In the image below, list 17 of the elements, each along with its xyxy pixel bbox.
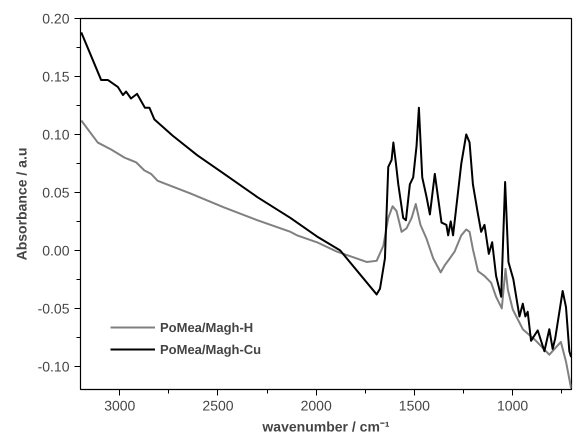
- legend-label: PoMea/Magh-Cu: [160, 342, 262, 356]
- x-tick-label: 1500: [398, 398, 430, 414]
- x-axis-title: wavenumber / cm⁻¹: [261, 418, 390, 434]
- y-tick-label: 0.15: [42, 68, 70, 84]
- line-series: [80, 120, 572, 390]
- x-tick-label: 2000: [300, 398, 332, 414]
- y-tick-label: -0.10: [38, 358, 70, 374]
- y-tick-label: -0.05: [38, 300, 70, 316]
- x-tick-label: 3000: [104, 398, 136, 414]
- y-tick-label: 0.05: [42, 184, 70, 200]
- x-tick-label: 1000: [497, 398, 528, 414]
- y-tick-label: 0.20: [42, 10, 70, 26]
- y-tick-label: 0.10: [42, 126, 70, 142]
- y-tick-label: 0.00: [42, 242, 70, 258]
- y-axis-title: Absorbance / a.u: [14, 148, 30, 260]
- legend-label: PoMea/Magh-H: [160, 320, 254, 334]
- x-tick-label: 2500: [202, 398, 234, 414]
